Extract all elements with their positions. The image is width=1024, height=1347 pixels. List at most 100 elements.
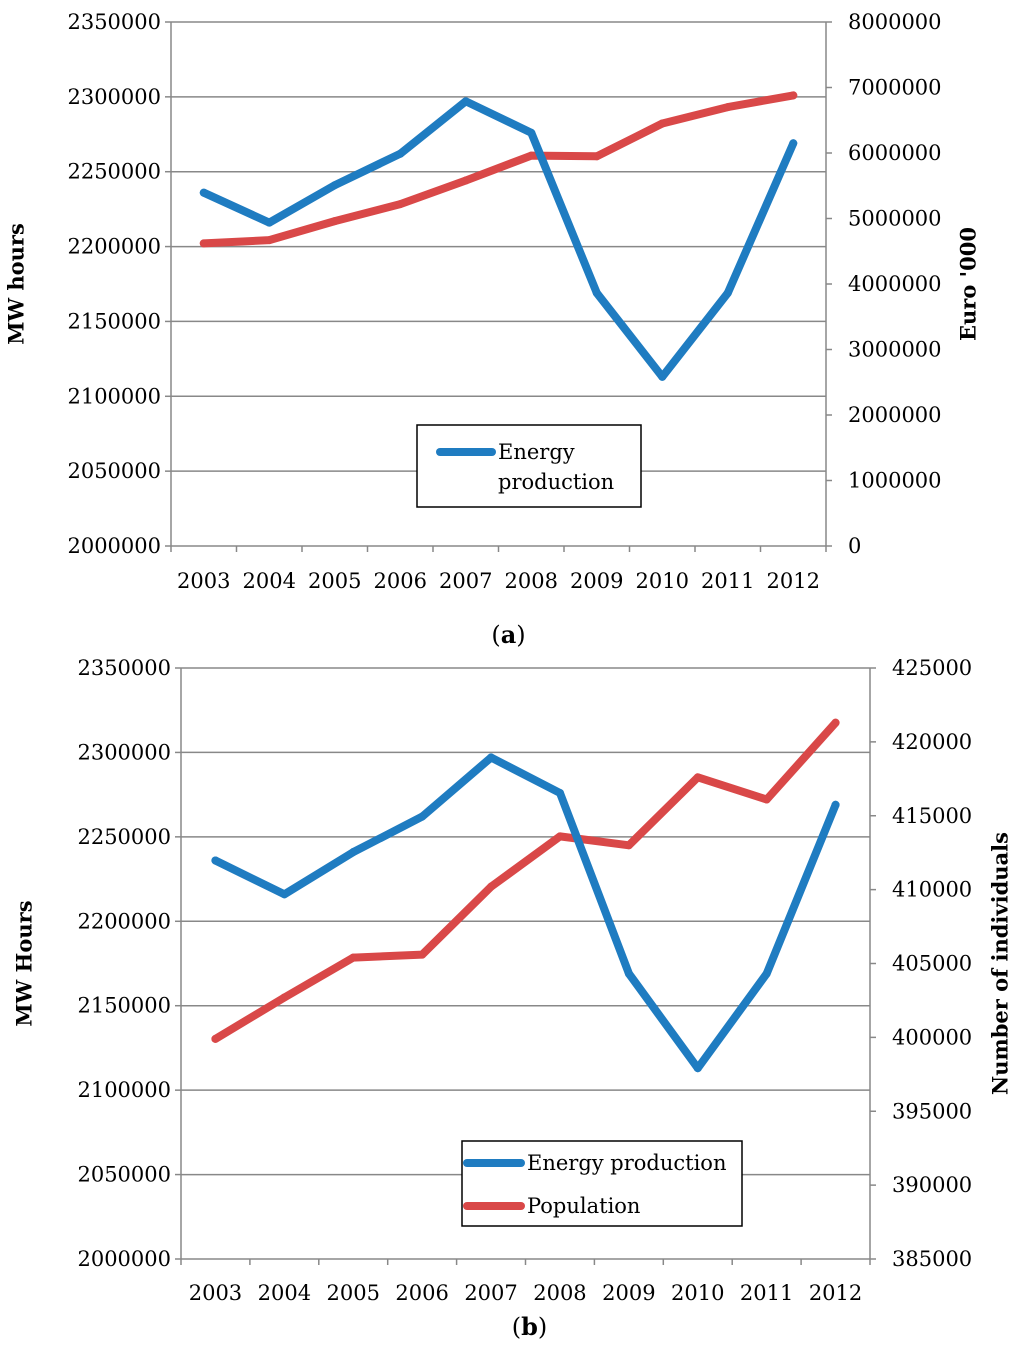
legend-label-energy-production: Energy production [527, 1151, 726, 1175]
data-point-population [693, 773, 702, 782]
y2-tick-label: 1000000 [848, 469, 942, 493]
data-point-population [280, 993, 289, 1002]
data-point-population [831, 718, 840, 727]
data-point-gdp [658, 119, 667, 128]
y2-tick-label: 0 [848, 534, 861, 558]
data-point-energy-production [211, 856, 220, 865]
legend-box [416, 424, 642, 508]
y-tick-label: 2100000 [67, 384, 161, 408]
panel-label-close: ) [516, 621, 525, 649]
data-point-energy-production [265, 218, 274, 227]
series-line-energy-production [199, 97, 798, 381]
y-tick-label: 2150000 [77, 994, 171, 1018]
y-tick-label: 2050000 [67, 459, 161, 483]
legend: Energy production [416, 424, 642, 508]
x-tick-label: 2012 [767, 569, 820, 593]
y2-axis-title: Number of individuals [988, 832, 1013, 1095]
y2-tick-label: 390000 [892, 1173, 972, 1197]
y2-tick-label: 8000000 [848, 10, 942, 34]
legend-box [461, 1140, 743, 1227]
x-tick-label: 2011 [701, 569, 754, 593]
data-point-population [349, 953, 358, 962]
data-point-energy-production [555, 788, 564, 797]
x-tick-label: 2003 [177, 569, 230, 593]
data-point-energy-production [199, 188, 208, 197]
data-point-energy-production [624, 969, 633, 978]
data-point-gdp [265, 236, 274, 245]
y-tick-label: 2000000 [67, 534, 161, 558]
x-tick-label: 2010 [636, 569, 689, 593]
y2-tick-label: 420000 [892, 730, 972, 754]
series-line-gdp [199, 91, 798, 248]
chart-panel-a: 2000000 2050000 2100000 2150000 2200000 22500… [4, 10, 981, 649]
y-tick-label: 2150000 [67, 309, 161, 333]
data-point-population [762, 795, 771, 804]
x-tick-label: 2004 [258, 1281, 311, 1305]
panel-label: (b) [512, 1312, 548, 1341]
data-point-population [487, 882, 496, 891]
data-point-gdp [527, 151, 536, 160]
y2-tick-label: 405000 [892, 952, 972, 976]
x-tick-label: 2005 [327, 1281, 380, 1305]
y-tick-label: 2200000 [67, 235, 161, 259]
x-tick-label: 2010 [671, 1281, 724, 1305]
y-tick-label: 2250000 [77, 825, 171, 849]
data-point-energy-production [280, 890, 289, 899]
chart-panel-b: 2000000 2050000 2100000 2150000 2200000 22500… [12, 656, 1013, 1341]
y2-tick-label: 385000 [892, 1247, 972, 1271]
panel-label-close: ) [538, 1313, 547, 1341]
data-point-energy-production [461, 97, 470, 106]
y2-tick-label: 3000000 [848, 338, 942, 362]
y-axis-title: MW Hours [12, 900, 37, 1026]
x-tick-label: 2009 [570, 569, 623, 593]
data-point-energy-production [527, 128, 536, 137]
y2-axis-title: Euro '000 [956, 227, 981, 341]
data-point-gdp [723, 103, 732, 112]
legend-label-energy-production: production [498, 470, 614, 494]
x-tick-label: 2007 [464, 1281, 517, 1305]
x-tick-label: 2011 [740, 1281, 793, 1305]
data-point-population [418, 950, 427, 959]
y2-tick-label: 7000000 [848, 76, 942, 100]
data-point-population [624, 841, 633, 850]
x-tick-label: 2007 [439, 569, 492, 593]
series-line-energy-production [211, 753, 840, 1073]
y-tick-label: 2300000 [67, 85, 161, 109]
data-point-population [211, 1034, 220, 1043]
data-point-gdp [199, 239, 208, 248]
x-tick-label: 2009 [602, 1281, 655, 1305]
panel-label-letter: a [501, 620, 517, 649]
panel-label-letter: b [521, 1312, 538, 1341]
x-tick-label: 2004 [243, 569, 296, 593]
panel-label-open: ( [512, 1313, 521, 1341]
x-tick-label: 2006 [395, 1281, 448, 1305]
data-point-population [555, 832, 564, 841]
x-tick-label: 2006 [374, 569, 427, 593]
y2-tick-label: 395000 [892, 1099, 972, 1123]
y-tick-label: 2350000 [67, 10, 161, 34]
y2-tick-label: 400000 [892, 1025, 972, 1049]
data-point-energy-production [762, 969, 771, 978]
data-point-gdp [330, 217, 339, 226]
data-point-energy-production [723, 288, 732, 297]
data-point-energy-production [396, 149, 405, 158]
data-point-energy-production [789, 139, 798, 148]
y-tick-label: 2250000 [67, 160, 161, 184]
y-tick-label: 2200000 [77, 909, 171, 933]
legend: Energy production Population [461, 1140, 743, 1227]
y2-tick-label: 2000000 [848, 403, 942, 427]
y-axis-title: MW hours [4, 223, 29, 345]
x-tick-label: 2005 [308, 569, 361, 593]
y2-tick-label: 425000 [892, 656, 972, 680]
y2-tick-label: 6000000 [848, 141, 942, 165]
data-point-gdp [396, 200, 405, 209]
data-point-energy-production [330, 181, 339, 190]
data-point-energy-production [349, 848, 358, 857]
legend-label-population: Population [527, 1194, 640, 1218]
legend-label-energy-production: Energy [498, 440, 575, 464]
y2-tick-label: 415000 [892, 804, 972, 828]
data-point-energy-production [487, 753, 496, 762]
x-tick-label: 2003 [189, 1281, 242, 1305]
panel-label: (a) [491, 620, 525, 649]
